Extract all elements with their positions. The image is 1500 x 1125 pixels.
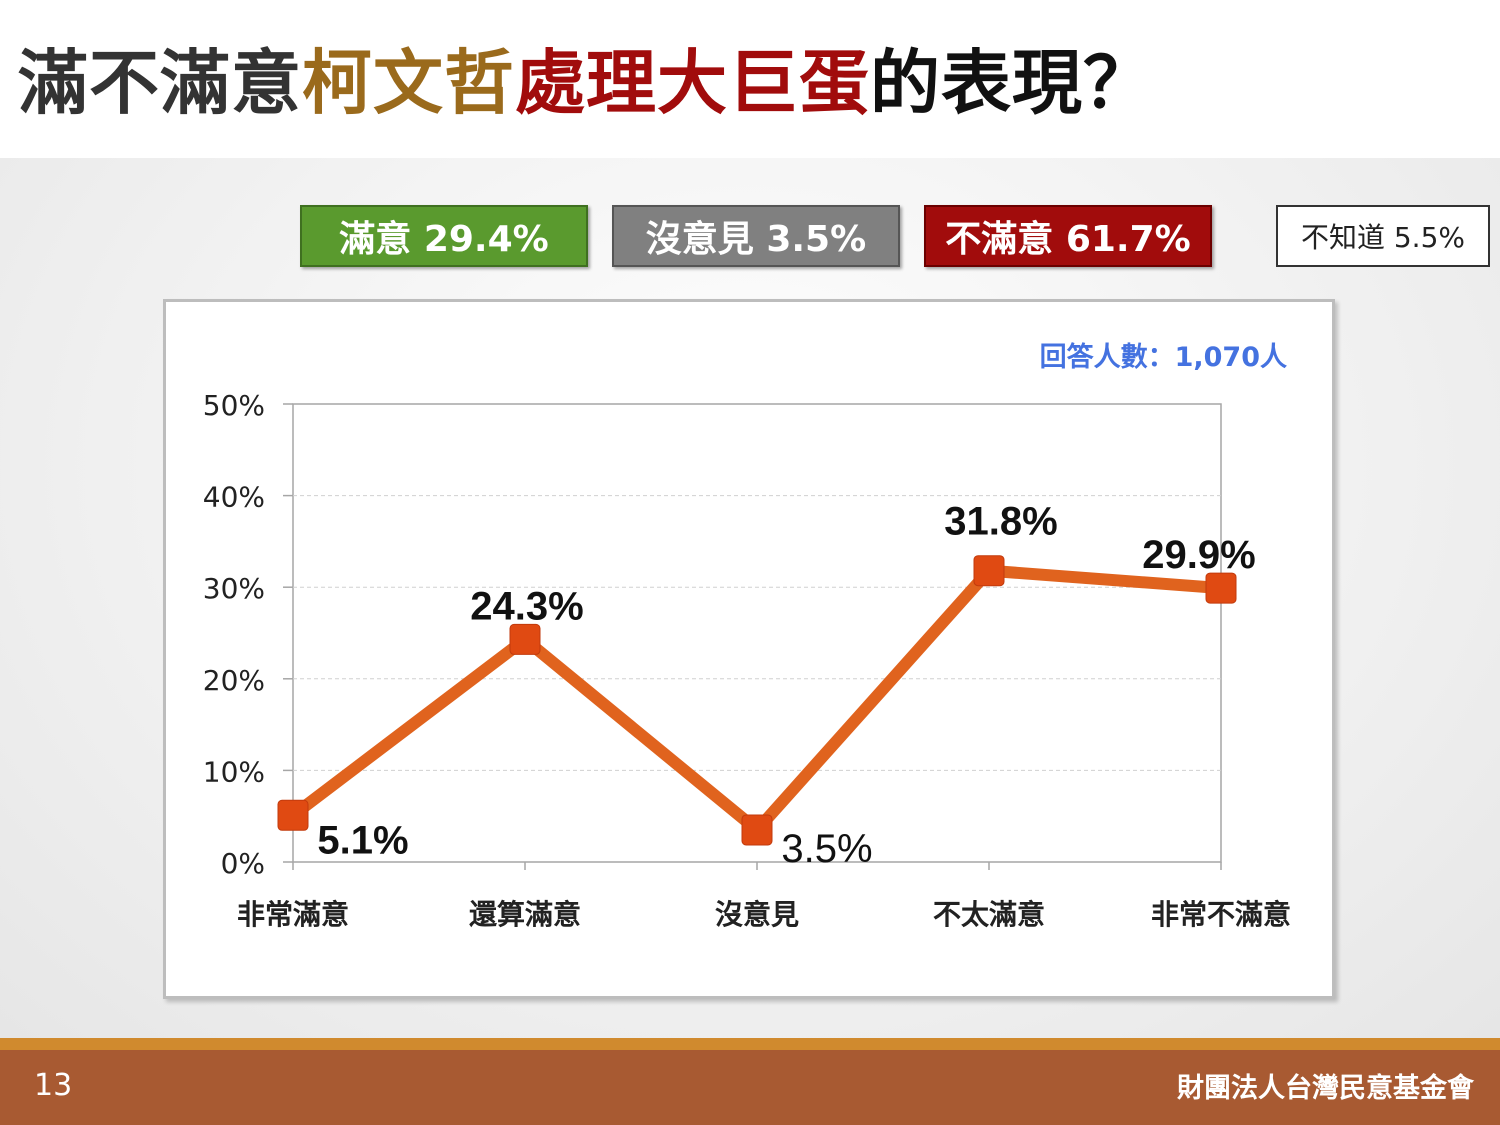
data-label: 31.8%: [944, 500, 1057, 544]
y-tick-label: 10%: [203, 755, 265, 788]
x-category-label: 沒意見: [715, 898, 799, 931]
data-point-marker: [277, 799, 309, 831]
y-tick-label: 30%: [203, 572, 265, 605]
data-point-marker: [741, 814, 773, 846]
organization-name: 財團法人台灣民意基金會: [1177, 1073, 1474, 1104]
y-tick-label: 20%: [203, 664, 265, 697]
chart-panel: 0% 10% 20% 30% 40% 50% 非常滿意 還算滿意 沒意見 不太滿意 非常不滿意 5.1…: [163, 299, 1335, 999]
data-point-marker: [1205, 572, 1237, 604]
summary-dissatisfied: 不滿意 61.7%: [924, 205, 1212, 267]
title-part-1: 滿不滿意: [18, 42, 302, 124]
plot-area: [292, 403, 1222, 863]
data-label: 24.3%: [470, 584, 583, 628]
slide-title: 滿不滿意柯文哲處理大巨蛋的表現？: [18, 38, 1154, 128]
x-category-label: 非常不滿意: [1151, 898, 1291, 931]
page-number: 13: [34, 1068, 73, 1103]
data-point-marker: [509, 623, 541, 655]
y-tick-label: 40%: [203, 481, 265, 514]
data-label: 5.1%: [317, 818, 408, 862]
title-part-3: 處理大巨蛋: [515, 42, 870, 124]
data-label: 3.5%: [781, 827, 872, 871]
footer-bar: [0, 1050, 1500, 1125]
summary-no-opinion: 沒意見 3.5%: [612, 205, 900, 267]
respondent-count: 回答人數：1,070人: [1040, 341, 1287, 373]
x-category-label: 不太滿意: [933, 898, 1045, 931]
summary-dont-know: 不知道 5.5%: [1276, 205, 1490, 267]
title-band: [0, 0, 1500, 158]
y-tick-label: 50%: [203, 389, 265, 422]
x-category-label: 還算滿意: [469, 898, 581, 931]
footer-accent-line: [0, 1038, 1500, 1050]
x-category-label: 非常滿意: [237, 898, 349, 931]
title-part-4: 的表現？: [870, 42, 1154, 124]
line-chart: 0% 10% 20% 30% 40% 50% 非常滿意 還算滿意 沒意見 不太滿意 非常不滿意 5.1…: [203, 341, 1291, 931]
y-tick-label: 0%: [221, 847, 265, 880]
summary-satisfied: 滿意 29.4%: [300, 205, 588, 267]
data-point-marker: [973, 555, 1005, 587]
title-part-2: 柯文哲: [302, 42, 515, 124]
data-label: 29.9%: [1142, 533, 1255, 577]
